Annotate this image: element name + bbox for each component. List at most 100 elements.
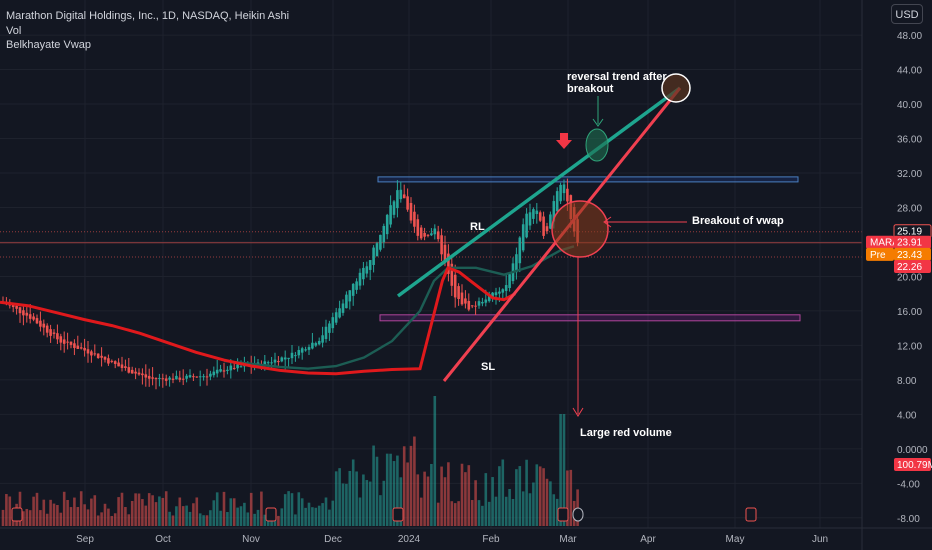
candle-body <box>32 316 35 320</box>
candle-body <box>423 232 426 237</box>
volume-bar <box>164 491 168 526</box>
volume-bar <box>171 515 175 526</box>
volume-bar <box>39 510 42 526</box>
candle-body <box>430 233 433 236</box>
candle-body <box>127 367 131 373</box>
volume-bar <box>413 436 416 526</box>
volume-bar <box>215 492 219 526</box>
candle-body <box>317 340 321 345</box>
volume-bar <box>124 507 127 526</box>
volume-bar <box>8 496 12 526</box>
breakout-circle <box>551 200 609 258</box>
volume-bar <box>1 509 5 526</box>
candle-body <box>426 234 430 236</box>
volume-bar <box>130 500 134 526</box>
volume-bar <box>287 491 290 526</box>
candle-body <box>113 361 117 364</box>
candle-body <box>484 299 488 303</box>
candle-body <box>307 347 311 350</box>
volume-bar <box>559 414 562 526</box>
volume-bar <box>464 472 467 526</box>
volume-bar <box>385 453 389 526</box>
volume-bar <box>508 488 511 526</box>
candle-body <box>198 376 202 378</box>
volume-bar <box>283 494 287 526</box>
candle-body <box>392 201 396 215</box>
price-axis[interactable]: 48.0044.0040.0036.0032.0028.0024.0020.00… <box>861 0 932 550</box>
time-tick-label: 2024 <box>398 534 421 545</box>
candle-body <box>552 201 556 222</box>
volume-bar <box>175 506 178 526</box>
grid <box>0 0 862 528</box>
candle-body <box>52 332 56 334</box>
volume-bar <box>90 498 93 526</box>
volume-bar <box>515 469 518 526</box>
candle-body <box>498 291 501 294</box>
volume-bar <box>324 497 328 526</box>
volume-bar <box>236 507 239 526</box>
volume-bar <box>477 500 481 526</box>
volume-bar <box>382 480 386 526</box>
chart-legend: Marathon Digital Holdings, Inc., 1D, NAS… <box>6 9 289 53</box>
volume-arrowhead <box>572 407 584 417</box>
breakout-label: Breakout of vwap <box>692 215 784 227</box>
volume-bar <box>491 477 494 526</box>
price-tick-label: -8.00 <box>897 514 920 525</box>
volume-bar <box>487 501 491 526</box>
candle-body <box>42 323 46 328</box>
volume-bar <box>307 502 311 526</box>
price-tag <box>894 235 931 249</box>
candle-body <box>263 361 267 366</box>
candle-body <box>15 305 18 309</box>
volume-bar <box>528 493 532 526</box>
volume-bar <box>59 512 63 526</box>
candle-body <box>521 224 525 251</box>
volume-bar <box>243 502 246 526</box>
candle-body <box>151 377 154 379</box>
candle-body <box>396 190 399 209</box>
candle-body <box>416 219 420 236</box>
candle-body <box>161 378 165 380</box>
price-tag-value: 25.19 <box>897 227 922 238</box>
candle-body <box>164 378 168 381</box>
volume-bar <box>93 495 97 526</box>
volume-bar <box>134 493 137 526</box>
candle-body <box>477 301 481 306</box>
volume-bar <box>321 503 324 526</box>
volume-bar <box>202 515 205 526</box>
candle-body <box>409 202 413 221</box>
candle-body <box>11 304 15 308</box>
price-tag-value: 23.91 <box>897 238 922 249</box>
volume-bar <box>28 510 32 526</box>
candle-body <box>202 376 205 378</box>
volume-bar <box>76 507 80 526</box>
candle-body <box>528 212 532 226</box>
volume-bars <box>1 396 579 526</box>
volume-bar <box>430 463 433 526</box>
volume-bar <box>470 500 474 526</box>
candle-body <box>103 356 107 360</box>
currency-button[interactable]: USD <box>891 4 923 24</box>
time-axis[interactable]: Sep Oct Nov Dec 2024 Feb Mar Apr May Jun <box>0 507 932 545</box>
volume-bar <box>83 504 86 526</box>
volume-bar <box>460 463 464 526</box>
price-tag-name: Pre <box>870 250 886 261</box>
candle-body <box>90 351 93 356</box>
candle-body <box>117 362 120 367</box>
candle-body <box>49 329 52 336</box>
volume-bar <box>389 453 392 526</box>
volume-bar <box>212 500 216 526</box>
candle-body <box>158 377 161 379</box>
volume-bar <box>542 468 545 526</box>
volume-bar <box>294 514 297 526</box>
candle-body <box>134 371 137 374</box>
volume-bar <box>362 474 365 526</box>
candle-body <box>389 205 392 225</box>
candle-body <box>518 237 522 264</box>
vwap-line <box>0 265 516 376</box>
volume-bar <box>219 510 222 526</box>
candle-body <box>236 364 239 369</box>
candle-body <box>314 343 318 346</box>
volume-bar <box>226 512 229 526</box>
